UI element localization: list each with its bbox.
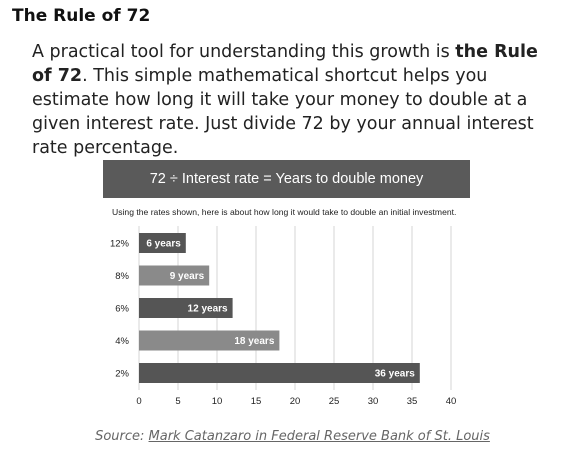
paragraph-text-end: . This simple mathematical shortcut help…: [32, 66, 534, 158]
x-tick-label: 40: [446, 396, 457, 407]
x-tick-label: 20: [290, 396, 301, 407]
bar: [139, 330, 280, 351]
category-label: 6%: [115, 304, 129, 315]
category-label: 12%: [110, 239, 130, 250]
bar: [139, 363, 420, 383]
x-tick-label: 25: [329, 396, 340, 407]
category-label: 2%: [115, 369, 129, 380]
intro-paragraph: A practical tool for understanding this …: [32, 40, 562, 160]
x-tick-label: 30: [368, 396, 379, 407]
chart-subtitle: Using the rates shown, here is about how…: [112, 207, 457, 217]
bar-data-label: 18 years: [234, 336, 274, 347]
x-tick-label: 0: [136, 396, 141, 407]
bar-data-label: 9 years: [170, 271, 205, 282]
category-label: 4%: [115, 336, 129, 347]
x-tick-label: 5: [175, 396, 180, 407]
category-label: 8%: [115, 271, 129, 282]
bar-data-label: 6 years: [146, 239, 181, 250]
bar: [139, 298, 233, 318]
source-caption: Source: Mark Catanzaro in Federal Reserv…: [0, 429, 585, 444]
source-prefix: Source:: [95, 429, 149, 444]
bar: [139, 233, 186, 253]
source-link[interactable]: Mark Catanzaro in Federal Reserve Bank o…: [148, 429, 490, 444]
paragraph-bold-term: the Rule of 72: [32, 42, 538, 86]
x-tick-label: 15: [251, 396, 262, 407]
x-tick-label: 10: [212, 396, 223, 407]
bar: [139, 265, 210, 286]
bar-data-label: 12 years: [188, 304, 228, 315]
x-tick-label: 35: [407, 396, 418, 407]
section-heading: The Rule of 72: [12, 6, 151, 26]
paragraph-text-start: A practical tool for understanding this …: [32, 42, 456, 62]
chart-title: 72 ÷ Interest rate = Years to double mon…: [103, 160, 470, 198]
bar-data-label: 36 years: [375, 369, 415, 380]
